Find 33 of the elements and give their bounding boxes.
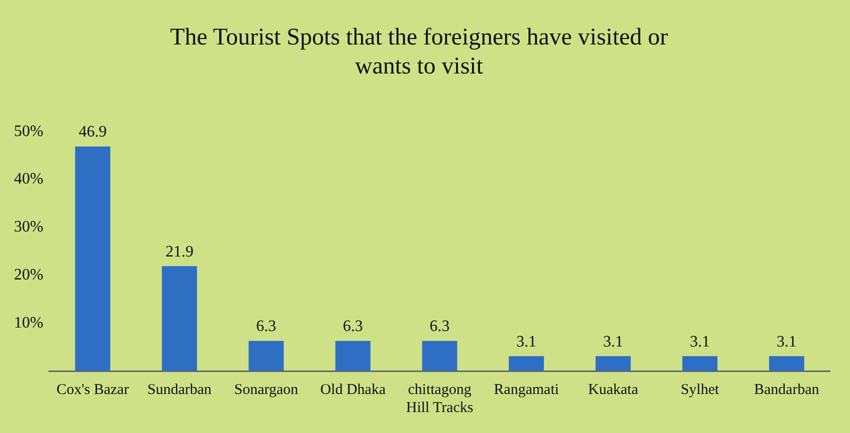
data-label: 6.3 [342, 318, 363, 336]
x-tick-label: Sylhet [680, 382, 720, 398]
bar [248, 340, 284, 371]
bar [682, 356, 718, 371]
x-tick-label: Old Dhaka [320, 382, 386, 398]
data-label: 3.1 [516, 333, 536, 350]
x-tick-label: Bandarban [754, 382, 820, 398]
bar [335, 340, 370, 371]
chart-title: The Tourist Spots that the foreigners have visited or wants to visit [170, 24, 668, 80]
x-tick-label: chittagong Hill Tracks [406, 382, 474, 416]
data-label: 3.1 [603, 333, 624, 350]
y-tick-label: 20% [14, 266, 44, 284]
x-tick-label: Cox's Bazar [56, 382, 129, 398]
data-label: 3.1 [776, 333, 797, 350]
y-tick-label: 30% [14, 218, 44, 236]
x-tick-label: Sonargaon [234, 382, 299, 398]
y-tick-label: 40% [14, 170, 44, 188]
x-tick-label: Kuakata [588, 382, 638, 398]
data-label: 6.3 [256, 318, 276, 336]
y-tick-label: 10% [14, 314, 44, 332]
x-tick-label: Rangamati [494, 382, 559, 398]
bar [596, 356, 631, 371]
bar [162, 266, 198, 371]
data-label: 46.9 [78, 124, 107, 141]
bar [769, 356, 804, 371]
data-label: 21.9 [165, 243, 194, 260]
data-label: 6.3 [430, 318, 450, 336]
x-tick-label: Sundarban [147, 382, 212, 398]
bar [508, 356, 544, 371]
y-tick-label: 50% [14, 122, 44, 140]
data-label: 3.1 [690, 333, 710, 350]
bar [422, 340, 458, 371]
bar [75, 146, 110, 371]
